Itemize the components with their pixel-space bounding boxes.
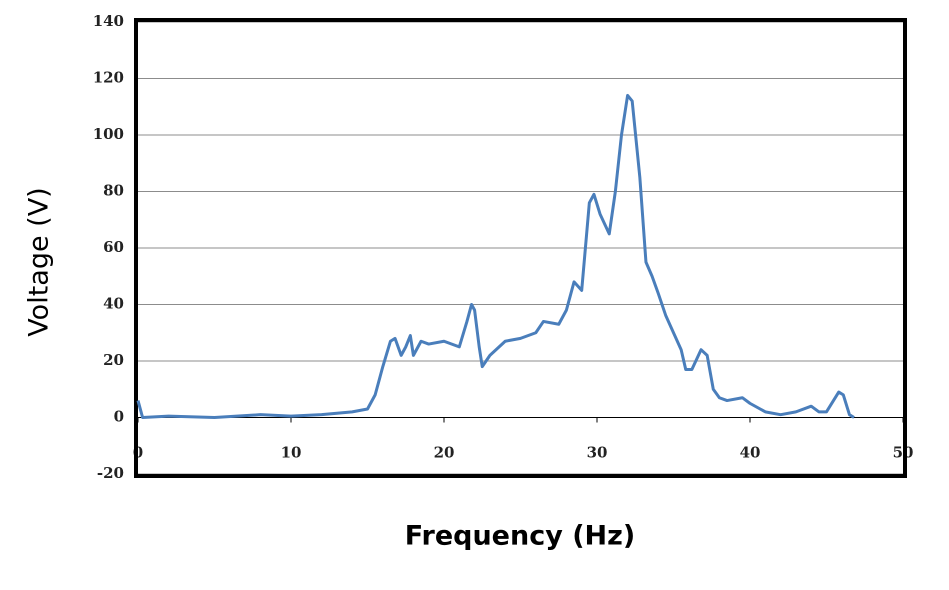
x-tick-label: 40: [740, 444, 761, 462]
y-tick-label: 40: [103, 295, 124, 313]
y-tick-label: 60: [103, 238, 124, 256]
y-tick-label: 120: [93, 69, 124, 87]
y-tick-label: 20: [103, 351, 124, 369]
y-axis-label: Voltage (V): [24, 187, 55, 336]
y-tick-label: 0: [114, 408, 124, 426]
plot-frame: [134, 18, 907, 478]
y-tick-label: 140: [93, 12, 124, 30]
y-tick-label: 100: [93, 125, 124, 143]
x-tick-label: 10: [281, 444, 302, 462]
y-tick-label: 80: [103, 182, 124, 200]
x-axis-label: Frequency (Hz): [405, 521, 635, 552]
x-tick-label: 20: [434, 444, 455, 462]
y-tick-label: -20: [97, 464, 124, 482]
x-tick-label: 30: [587, 444, 608, 462]
line: [136, 93, 855, 419]
